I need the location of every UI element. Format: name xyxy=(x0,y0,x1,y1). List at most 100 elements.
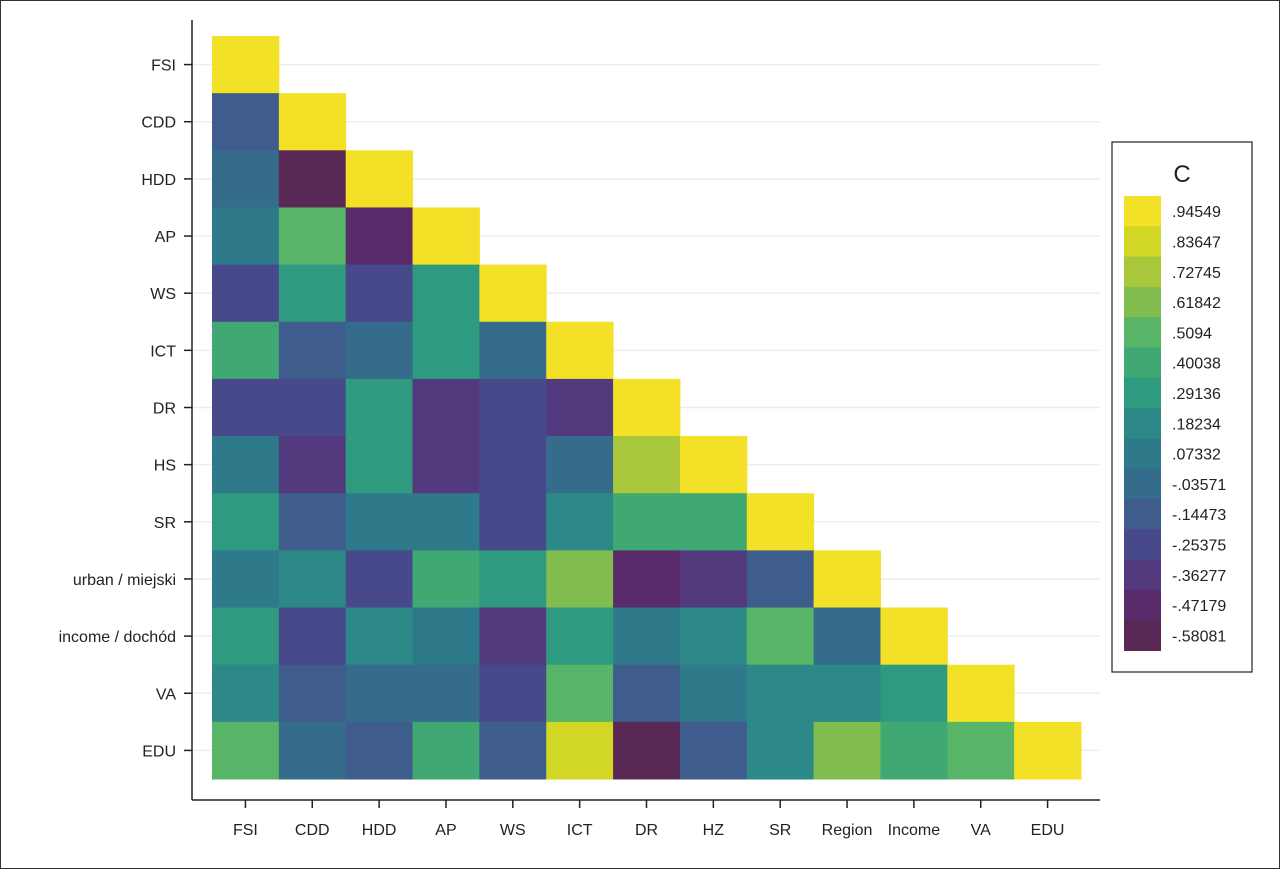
heatmap-cell xyxy=(278,207,347,266)
heatmap-cell xyxy=(278,150,347,208)
heatmap-cell xyxy=(278,550,347,609)
legend-swatch xyxy=(1124,468,1161,500)
heatmap-cell xyxy=(746,493,815,551)
heatmap-cell xyxy=(278,264,347,323)
legend-swatch xyxy=(1124,196,1161,227)
heatmap-cell xyxy=(880,721,948,780)
heatmap-cell xyxy=(212,36,280,94)
heatmap-cell xyxy=(1014,721,1082,780)
legend-label: -.25375 xyxy=(1172,537,1226,554)
x-axis-ticks: FSI CDD HDD AP WS ICT DR HZ SR Region Income VA EDU xyxy=(233,800,1064,839)
legend-label: .61842 xyxy=(1172,295,1221,312)
heatmap-cell xyxy=(412,378,480,437)
legend-label: .29136 xyxy=(1172,386,1221,403)
x-tick-label: Region xyxy=(822,822,873,839)
y-tick-label: income / dochód xyxy=(59,629,176,646)
heatmap-cell xyxy=(212,550,280,609)
heatmap-cell xyxy=(345,378,414,437)
heatmap-cell xyxy=(345,436,414,494)
heatmap-cell xyxy=(212,93,280,151)
x-tick-label: VA xyxy=(971,822,991,839)
heatmap-cell xyxy=(546,493,614,551)
heatmap-cell xyxy=(679,607,748,666)
x-tick-label: HDD xyxy=(362,822,397,839)
legend-swatch xyxy=(1124,620,1161,651)
heatmap-cell xyxy=(412,550,480,609)
x-tick-label: EDU xyxy=(1031,822,1065,839)
heatmap-cell xyxy=(679,550,748,609)
x-tick-label: FSI xyxy=(233,822,258,839)
y-tick-label: SR xyxy=(154,515,176,532)
y-tick-label: AP xyxy=(155,229,176,246)
legend-label: .07332 xyxy=(1172,447,1221,464)
heatmap-cell xyxy=(412,664,480,723)
legend: C .94549 .83647 .72745 .61842 .5094 .40038 .29… xyxy=(1111,141,1253,673)
x-tick-label: HZ xyxy=(703,822,725,839)
heatmap-cell xyxy=(345,150,414,208)
heatmap-cell xyxy=(212,664,280,723)
heatmap-cell xyxy=(613,550,681,609)
heatmap-cell xyxy=(345,607,414,666)
heatmap-cell xyxy=(345,664,414,723)
y-tick-label: HDD xyxy=(141,172,176,189)
heatmap-cell xyxy=(345,493,414,551)
legend-label: .40038 xyxy=(1172,356,1221,373)
heatmap-cell xyxy=(412,207,480,266)
heatmap-cell xyxy=(212,607,280,666)
heatmap-cell xyxy=(412,321,480,380)
heatmap-cell xyxy=(479,264,547,323)
heatmap-cell xyxy=(880,607,948,666)
heatmap-cell xyxy=(479,378,547,437)
heatmap-cell xyxy=(746,664,815,723)
heatmap-cell xyxy=(613,721,681,780)
heatmap-cell xyxy=(412,436,480,494)
legend-label: -.14473 xyxy=(1172,507,1226,524)
heatmap-cell xyxy=(412,607,480,666)
heatmap-cell xyxy=(479,550,547,609)
heatmap-cell xyxy=(345,550,414,609)
legend-label: -.47179 xyxy=(1172,598,1226,615)
legend-swatch xyxy=(1124,529,1161,561)
heatmap-cell xyxy=(613,493,681,551)
y-tick-label: urban / miejski xyxy=(73,572,176,589)
heatmap-cell xyxy=(613,378,681,437)
legend-label: .5094 xyxy=(1172,325,1212,342)
heatmap-cell xyxy=(546,721,614,780)
heatmap-cell xyxy=(278,607,347,666)
x-tick-label: Income xyxy=(888,822,941,839)
y-tick-label: DR xyxy=(153,401,176,418)
heatmap-cell xyxy=(746,721,815,780)
y-tick-label: WS xyxy=(150,286,176,303)
legend-swatch xyxy=(1124,347,1161,379)
heatmap-cell xyxy=(947,721,1015,780)
x-tick-label: CDD xyxy=(295,822,330,839)
heatmap-cell xyxy=(412,493,480,551)
heatmap-cell xyxy=(613,664,681,723)
legend-swatch xyxy=(1124,589,1161,621)
heatmap-cell xyxy=(746,550,815,609)
x-tick-label: SR xyxy=(769,822,791,839)
legend-swatch xyxy=(1124,408,1161,439)
heatmap-cell xyxy=(813,607,881,666)
heatmap-cell xyxy=(278,321,347,380)
heatmap-cell xyxy=(880,664,948,723)
heatmap-cells xyxy=(212,36,1082,780)
legend-swatch xyxy=(1124,286,1161,318)
heatmap-cell xyxy=(479,721,547,780)
legend-label: .18234 xyxy=(1172,416,1221,433)
legend-swatch xyxy=(1124,438,1161,470)
heatmap-cell xyxy=(546,607,614,666)
heatmap-cell xyxy=(613,436,681,494)
x-tick-label: ICT xyxy=(567,822,593,839)
heatmap-cell xyxy=(412,721,480,780)
heatmap-cell xyxy=(212,264,280,323)
heatmap-cell xyxy=(813,550,881,609)
y-axis-ticks: FSI CDD HDD AP WS ICT DR HS SR urban / miejski inc… xyxy=(59,58,192,760)
heatmap-cell xyxy=(479,493,547,551)
heatmap-cell xyxy=(345,721,414,780)
heatmap-cell xyxy=(947,664,1015,723)
heatmap-cell xyxy=(212,436,280,494)
heatmap-cell xyxy=(278,436,347,494)
legend-swatch xyxy=(1124,499,1161,530)
